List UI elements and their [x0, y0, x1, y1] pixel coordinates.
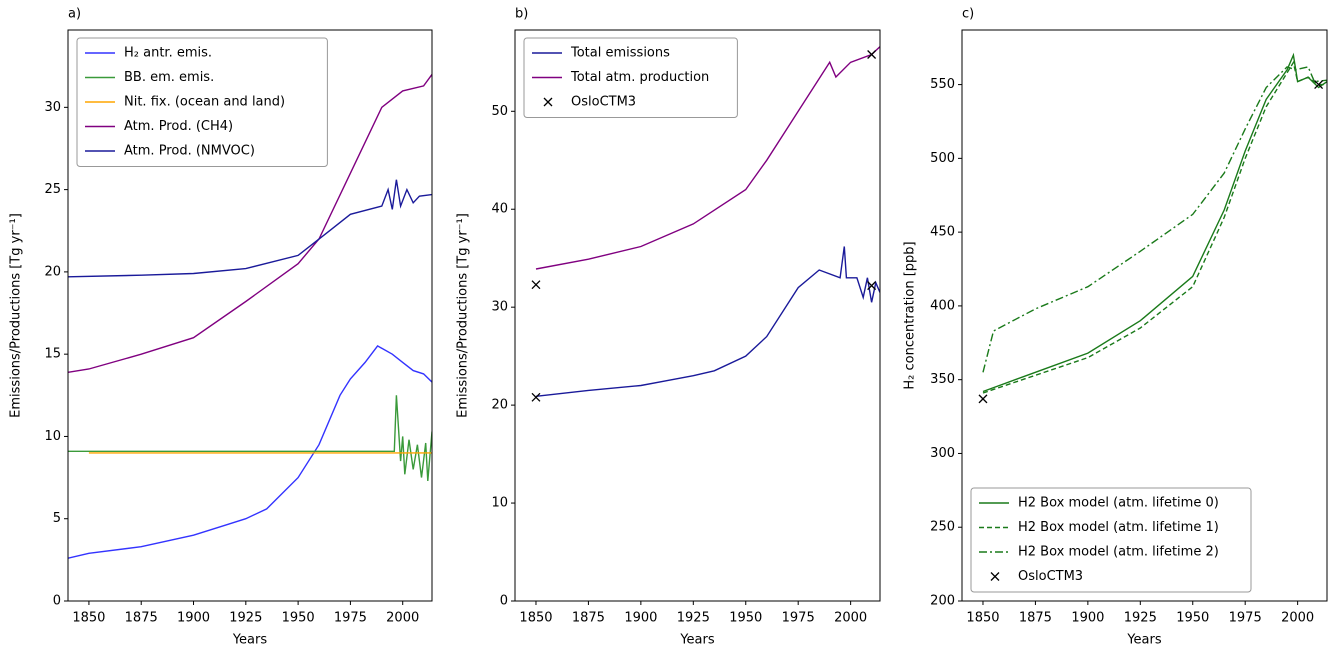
- legend-label: OsloCTM3: [571, 95, 636, 110]
- y-tick-label: 25: [44, 182, 61, 197]
- line: [535, 246, 880, 397]
- y-tick-label: 10: [491, 496, 508, 511]
- legend-label: H2 Box model (atm. lifetime 1): [1018, 520, 1219, 535]
- line: [982, 66, 1327, 373]
- x-tick-label: 2000: [386, 611, 419, 626]
- legend-label: H₂ antr. emis.: [124, 46, 212, 61]
- legend-label: OsloCTM3: [1018, 569, 1083, 584]
- plot-area: [982, 52, 1327, 394]
- x-axis-label: Years: [679, 633, 715, 648]
- line: [68, 179, 432, 278]
- y-tick-label: 10: [44, 429, 61, 444]
- y-tick-label: 250: [930, 520, 955, 535]
- x-tick-label: 1900: [624, 611, 657, 626]
- y-tick-label: 50: [491, 104, 508, 119]
- marker: [867, 50, 877, 59]
- line: [68, 73, 432, 373]
- axes-frame: [67, 29, 433, 602]
- marker: [867, 281, 877, 291]
- panel-title: b): [515, 7, 528, 22]
- y-tick-label: 400: [930, 298, 955, 313]
- y-tick-label: 300: [930, 446, 955, 461]
- x-tick-label: 1850: [72, 611, 105, 626]
- x-tick-label: 2000: [834, 611, 867, 626]
- x-tick-label: 1975: [334, 611, 367, 626]
- x-tick-label: 1900: [1071, 611, 1104, 626]
- x-tick-label: 1950: [729, 611, 762, 626]
- y-tick-label: 30: [491, 300, 508, 315]
- y-tick-label: 0: [500, 594, 508, 609]
- y-tick-label: 550: [930, 77, 955, 92]
- y-tick-label: 0: [53, 594, 61, 609]
- y-tick-label: 200: [930, 594, 955, 609]
- x-tick-label: 1850: [966, 611, 999, 626]
- x-axis-label: Years: [1126, 633, 1162, 648]
- y-axis-label: H₂ concentration [ppb]: [903, 241, 918, 389]
- y-tick-label: 5: [53, 511, 61, 526]
- marker: [531, 392, 541, 402]
- legend-label: Nit. fix. (ocean and land): [124, 95, 285, 110]
- axes-frame: [514, 29, 881, 602]
- legend-box: [523, 37, 738, 118]
- x-tick-label: 2000: [1281, 611, 1314, 626]
- marker: [531, 280, 541, 290]
- y-tick-label: 30: [44, 100, 61, 115]
- y-tick-label: 350: [930, 372, 955, 387]
- x-tick-label: 1900: [177, 611, 210, 626]
- panel-title: c): [962, 7, 974, 22]
- line: [535, 46, 880, 270]
- line: [982, 60, 1327, 394]
- legend-marker: [543, 97, 553, 107]
- x-tick-label: 1925: [229, 611, 262, 626]
- line: [982, 52, 1327, 393]
- panel-title: a): [68, 7, 81, 22]
- marker: [978, 394, 988, 404]
- line: [68, 344, 432, 559]
- marker: [1314, 80, 1324, 90]
- line: [68, 395, 432, 481]
- axes-frame: [961, 29, 1328, 602]
- legend-label: BB. em. emis.: [124, 70, 214, 85]
- legend-box: [970, 487, 1252, 593]
- x-tick-label: 1975: [782, 611, 815, 626]
- x-tick-label: 1975: [1229, 611, 1262, 626]
- x-tick-label: 1925: [1124, 611, 1157, 626]
- legend-label: Total emissions: [570, 46, 670, 61]
- legend-label: Atm. Prod. (CH4): [124, 119, 233, 134]
- y-tick-label: 500: [930, 151, 955, 166]
- y-axis-label: Emissions/Productions [Tg yr⁻¹]: [9, 213, 24, 418]
- x-axis-label: Years: [232, 633, 268, 648]
- x-tick-label: 1950: [282, 611, 315, 626]
- x-tick-label: 1950: [1176, 611, 1209, 626]
- y-tick-label: 20: [44, 264, 61, 279]
- x-tick-label: 1875: [125, 611, 158, 626]
- legend-label: H2 Box model (atm. lifetime 0): [1018, 496, 1219, 511]
- legend-label: Atm. Prod. (NMVOC): [124, 144, 255, 159]
- y-tick-label: 450: [930, 225, 955, 240]
- plot-area: [68, 73, 432, 559]
- y-axis-label: Emissions/Productions [Tg yr⁻¹]: [456, 213, 471, 418]
- legend-label: H2 Box model (atm. lifetime 2): [1018, 545, 1219, 560]
- x-tick-label: 1875: [572, 611, 605, 626]
- x-tick-label: 1875: [1019, 611, 1052, 626]
- legend-box: [76, 37, 328, 167]
- x-tick-label: 1850: [519, 611, 552, 626]
- y-tick-label: 20: [491, 398, 508, 413]
- y-tick-label: 40: [491, 202, 508, 217]
- legend-label: Total atm. production: [570, 70, 709, 85]
- legend-marker: [990, 572, 1000, 581]
- y-tick-label: 15: [44, 347, 61, 362]
- x-tick-label: 1925: [677, 611, 710, 626]
